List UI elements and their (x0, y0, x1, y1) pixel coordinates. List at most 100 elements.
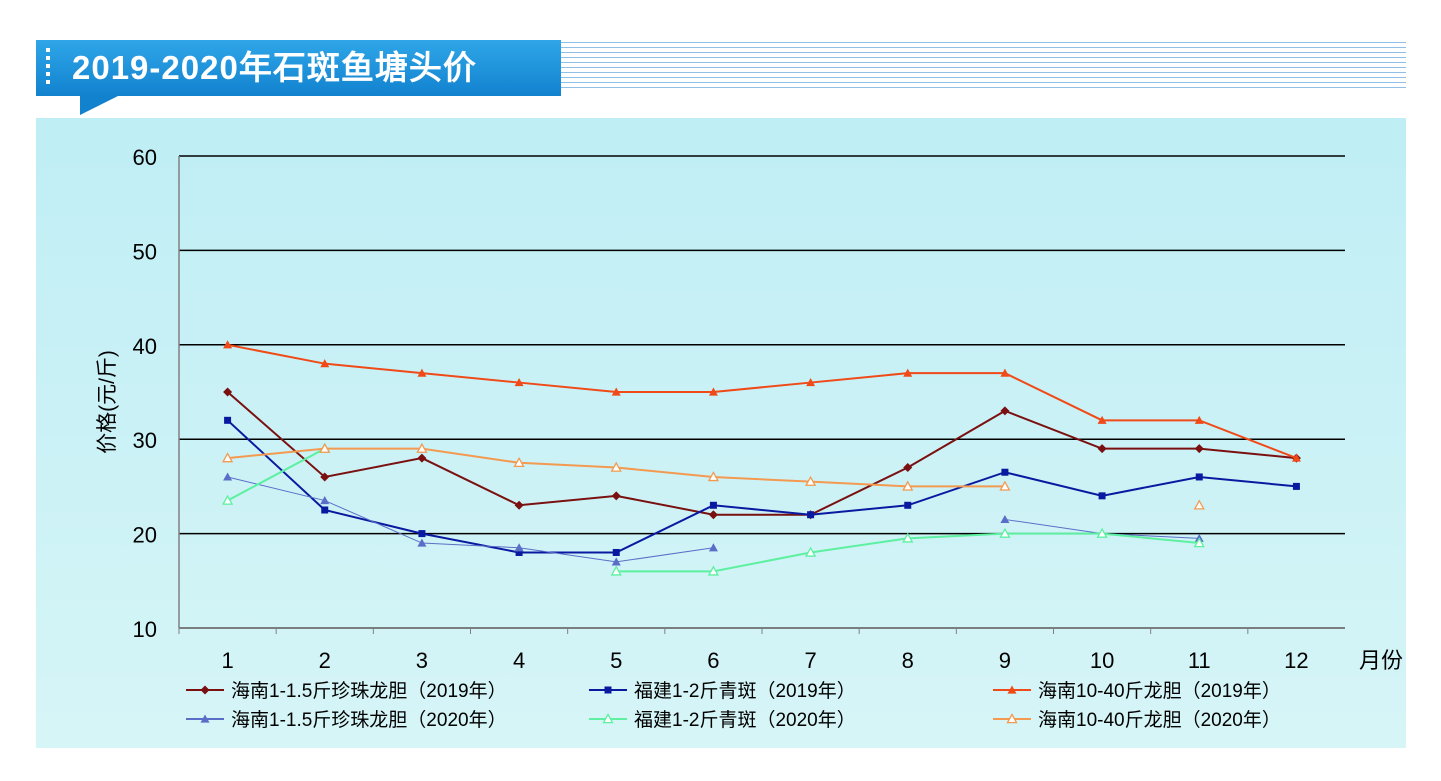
series-2-point (1001, 468, 1009, 476)
series-2-line (226, 419, 1297, 554)
series-6-point (416, 442, 428, 453)
y-tick-label: 20 (133, 523, 157, 548)
legend-swatch-marker (604, 686, 612, 694)
series-2-point (418, 530, 426, 538)
x-tick-label: 10 (1090, 648, 1114, 673)
legend-swatch-marker (200, 685, 210, 695)
series-6-point (999, 480, 1011, 491)
legend-swatch-marker (200, 714, 210, 723)
y-tick-label: 40 (133, 334, 157, 359)
series-3-point (514, 378, 524, 387)
series-3-point (1000, 368, 1010, 377)
series-5-line (227, 447, 326, 502)
series-3-line (227, 343, 1297, 460)
x-tick-label: 5 (610, 648, 622, 673)
series-1-point (514, 500, 524, 510)
series-1-line (226, 391, 1297, 516)
series-4-point (611, 557, 621, 566)
chart-panel: 10 20 30 40 50 60 1 2 3 4 5 6 7 8 9 10 11 12 月份 价格(元/斤) 海南1-… (36, 118, 1406, 748)
x-tick-label: 6 (707, 648, 719, 673)
series-2-point (612, 548, 620, 556)
series-2-point (709, 501, 717, 509)
series-6-point (804, 475, 817, 486)
series-5-point (902, 532, 914, 543)
series-2-point (904, 501, 912, 509)
series-5-point (804, 546, 817, 557)
x-tick-label: 1 (221, 648, 233, 673)
series-1-point (320, 472, 330, 482)
series-2-point (321, 506, 329, 514)
legend-item-label: 海南10-40斤龙胆（2020年） (1038, 709, 1281, 731)
series-4-point (1000, 514, 1010, 524)
series-3-point (1291, 453, 1301, 462)
series-3-point (708, 387, 718, 396)
series-1-point (223, 387, 233, 397)
series-1-point (611, 491, 621, 501)
series-4-point (320, 496, 330, 505)
y-tick-label: 60 (133, 145, 157, 170)
x-tick-label: 12 (1284, 648, 1308, 673)
x-tick-label: 8 (902, 648, 914, 673)
series-6-point (610, 461, 622, 472)
x-tick-label: 2 (319, 648, 331, 673)
legend-item-label: 海南10-40斤龙胆（2019年） (1038, 680, 1281, 702)
page-title: 2019-2020年石斑鱼塘头价 (72, 49, 477, 86)
series-3-point (320, 359, 330, 368)
legend-swatch-marker (602, 713, 614, 724)
legend-swatch-marker (1006, 713, 1018, 724)
series-5-point (1193, 537, 1205, 548)
series-3-point (1194, 415, 1204, 424)
series-4-point (708, 543, 718, 552)
x-tick-label: 11 (1188, 648, 1211, 673)
series-3-point (417, 368, 427, 377)
series-3-point (806, 378, 816, 387)
series-1-point (1000, 406, 1010, 416)
legend-item-label: 海南1-1.5斤珍珠龙胆（2020年） (231, 709, 507, 731)
series-6-point (902, 480, 914, 491)
series-4-point (417, 538, 427, 547)
y-tick-label: 30 (133, 428, 157, 453)
series-6-point (707, 471, 720, 482)
y-tick-label: 50 (133, 239, 157, 264)
series-5-point (221, 494, 234, 505)
series-5-point (1096, 527, 1108, 538)
x-tick-label: 7 (804, 648, 816, 673)
series-2-point (1195, 473, 1203, 481)
series-5-point (999, 527, 1011, 538)
series-6-point (319, 442, 331, 453)
series-4-point (514, 543, 524, 552)
series-6-point (221, 452, 234, 463)
series-6-point (513, 456, 525, 468)
series-3-point (903, 368, 913, 377)
x-axis-label: 月份 (1359, 648, 1403, 673)
series-2-point (1292, 482, 1300, 490)
y-axis-label: 价格(元/斤) (96, 350, 119, 454)
series-1-point (417, 453, 427, 463)
series-1-point (903, 463, 913, 473)
series-1-point (1097, 444, 1107, 454)
series-1-point (1194, 444, 1204, 454)
title-dots-decoration (46, 48, 50, 88)
series-5-point (610, 565, 622, 576)
title-banner-tail (80, 95, 120, 115)
y-tick-label: 10 (133, 617, 157, 642)
legend-item-label: 海南1-1.5斤珍珠龙胆（2019年） (231, 680, 507, 702)
series-6-point (1193, 499, 1205, 510)
series-3-point (1097, 415, 1107, 424)
series-2-point (224, 416, 232, 424)
x-tick-label: 3 (416, 648, 428, 673)
header-stripes-decoration (561, 42, 1406, 92)
x-tick-label: 9 (999, 648, 1011, 673)
series-1-point (708, 510, 718, 520)
x-tick-label: 4 (513, 648, 525, 673)
series-4-point (223, 472, 233, 481)
series-2-point (1098, 492, 1106, 500)
series-2-point (807, 511, 815, 519)
legend-swatch-marker (1007, 685, 1017, 694)
series-3-point (223, 340, 233, 349)
series-3-point (611, 387, 621, 396)
legend-item-label: 福建1-2斤青斑（2019年） (634, 680, 856, 702)
series-4-line (227, 476, 714, 563)
series-2-point (515, 548, 523, 556)
